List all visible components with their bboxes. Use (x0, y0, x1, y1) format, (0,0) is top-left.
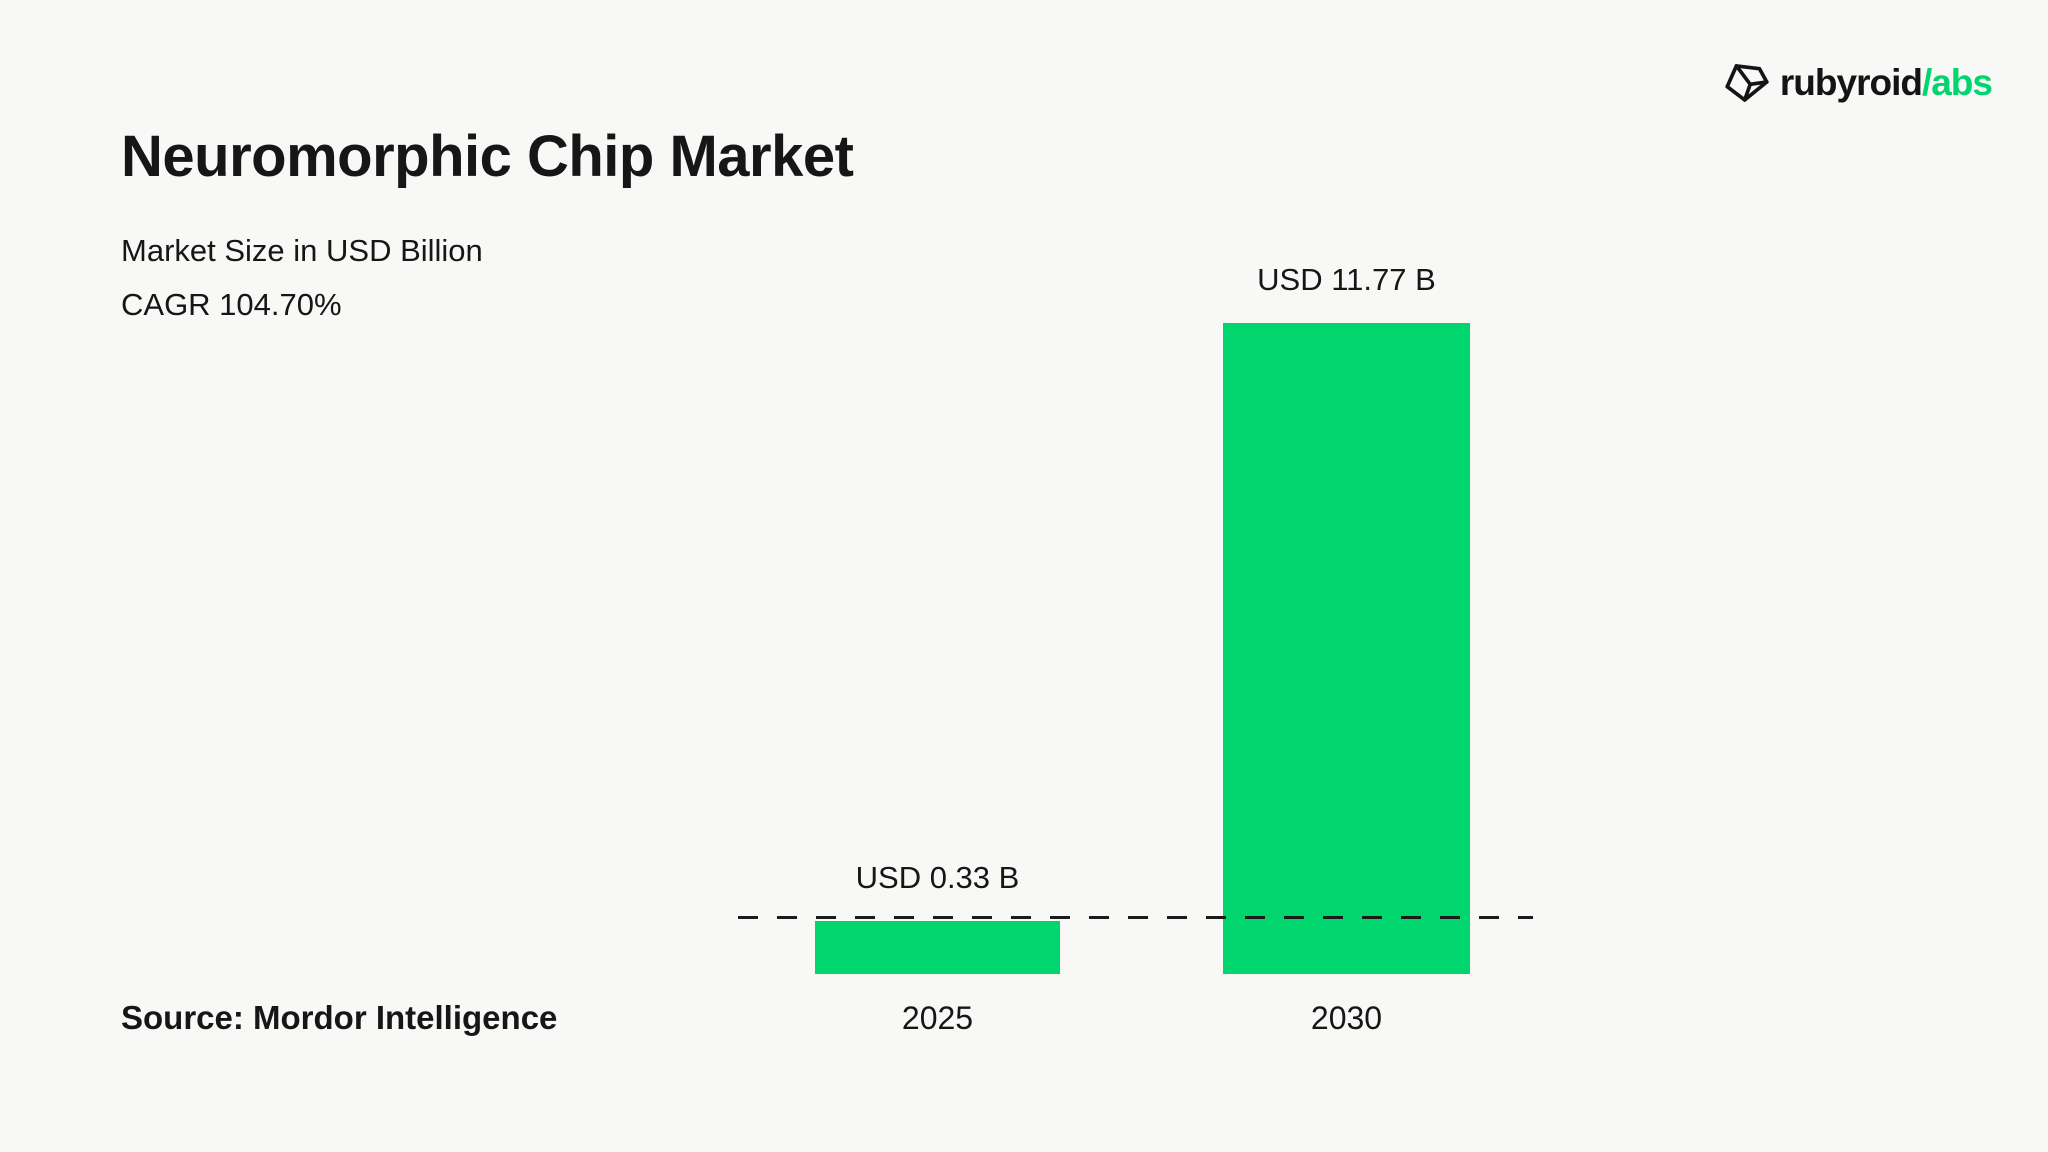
bar-year-label-2030: 2030 (1310, 1000, 1383, 1036)
brand-name: rubyroid/abs (1779, 61, 1993, 103)
cagr-label: CAGR 104.70% (121, 287, 342, 322)
reference-dashed-line (738, 916, 1533, 919)
bar-value-label-2025: USD 0.33 B (855, 860, 1020, 895)
page-title: Neuromorphic Chip Market (121, 124, 854, 189)
gem-icon (1724, 60, 1770, 104)
source-note: Source: Mordor Intelligence (121, 999, 558, 1036)
bar-year-label-2025: 2025 (901, 1000, 974, 1036)
bar-2025 (815, 921, 1060, 974)
brand-name-green: /abs (1921, 61, 1993, 103)
brand-name-black: rubyroid (1779, 61, 1923, 103)
bar-2030 (1223, 323, 1470, 974)
bar-value-label-2030: USD 11.77 B (1257, 262, 1436, 297)
page-subtitle: Market Size in USD Billion (121, 233, 483, 268)
brand-logo: rubyroid/abs (1724, 60, 1993, 104)
